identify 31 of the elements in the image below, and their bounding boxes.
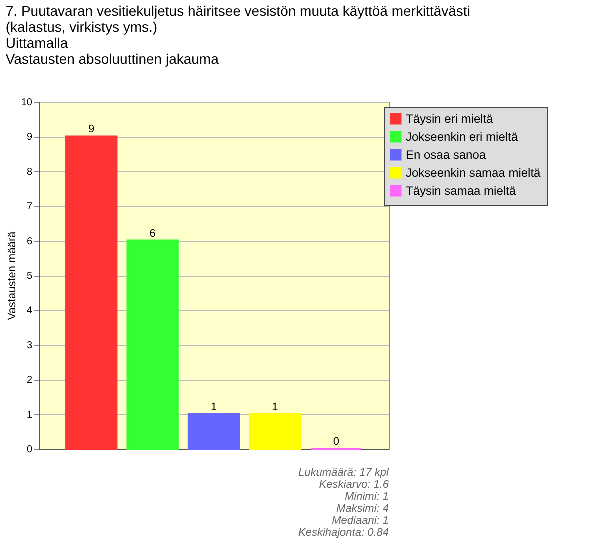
y-tick-label: 3	[26, 340, 33, 352]
data-label: 1	[210, 401, 218, 414]
y-tick-label: 1	[26, 410, 33, 421]
data-label: 9	[88, 124, 95, 136]
y-axis-title: Vastausten määrä	[6, 230, 18, 320]
legend-label: Jokseenkin eri mieltä	[406, 130, 518, 144]
y-tick-label: 0	[26, 444, 33, 456]
chart-title: 7. Puutavaran vesitiekuljetus häiritsee vesistön muuta käyttöä merkittävästi (kalastus, virkistys yms.)	[6, 3, 470, 35]
y-tick-label: 8	[26, 166, 33, 178]
chart-subtitle: Uittamalla	[6, 35, 68, 51]
y-tick-label: 6	[26, 236, 33, 248]
legend-label: Täysin samaa mieltä	[406, 184, 516, 198]
text: Mediaani: 1	[332, 515, 389, 527]
y-tick-label: 9	[26, 132, 33, 144]
text: Lukumäärä: 17 kpl	[298, 467, 390, 479]
legend-label: Jokseenkin samaa mieltä	[406, 166, 542, 180]
text: Maksimi: 4	[336, 503, 389, 515]
data-label: 0	[333, 436, 340, 448]
text: Keskihajonta: 0.84	[298, 527, 389, 539]
data-label: 1	[272, 401, 278, 414]
text: Minimi: 1	[344, 491, 389, 503]
y-tick-label: 7	[26, 202, 33, 213]
y-tick-label: 5	[26, 271, 33, 282]
legend-label: En osaa sanoa	[406, 148, 486, 162]
y-tick-label: 10	[21, 98, 33, 108]
data-label: 6	[150, 228, 156, 240]
text: Vastausten absoluuttinen jakauma	[6, 51, 220, 67]
legend-label: Täysin eri mieltä	[406, 112, 494, 126]
y-tick-label: 2	[26, 375, 33, 386]
text: Keskiarvo: 1.6	[319, 479, 390, 491]
y-tick-label: 4	[26, 306, 33, 317]
